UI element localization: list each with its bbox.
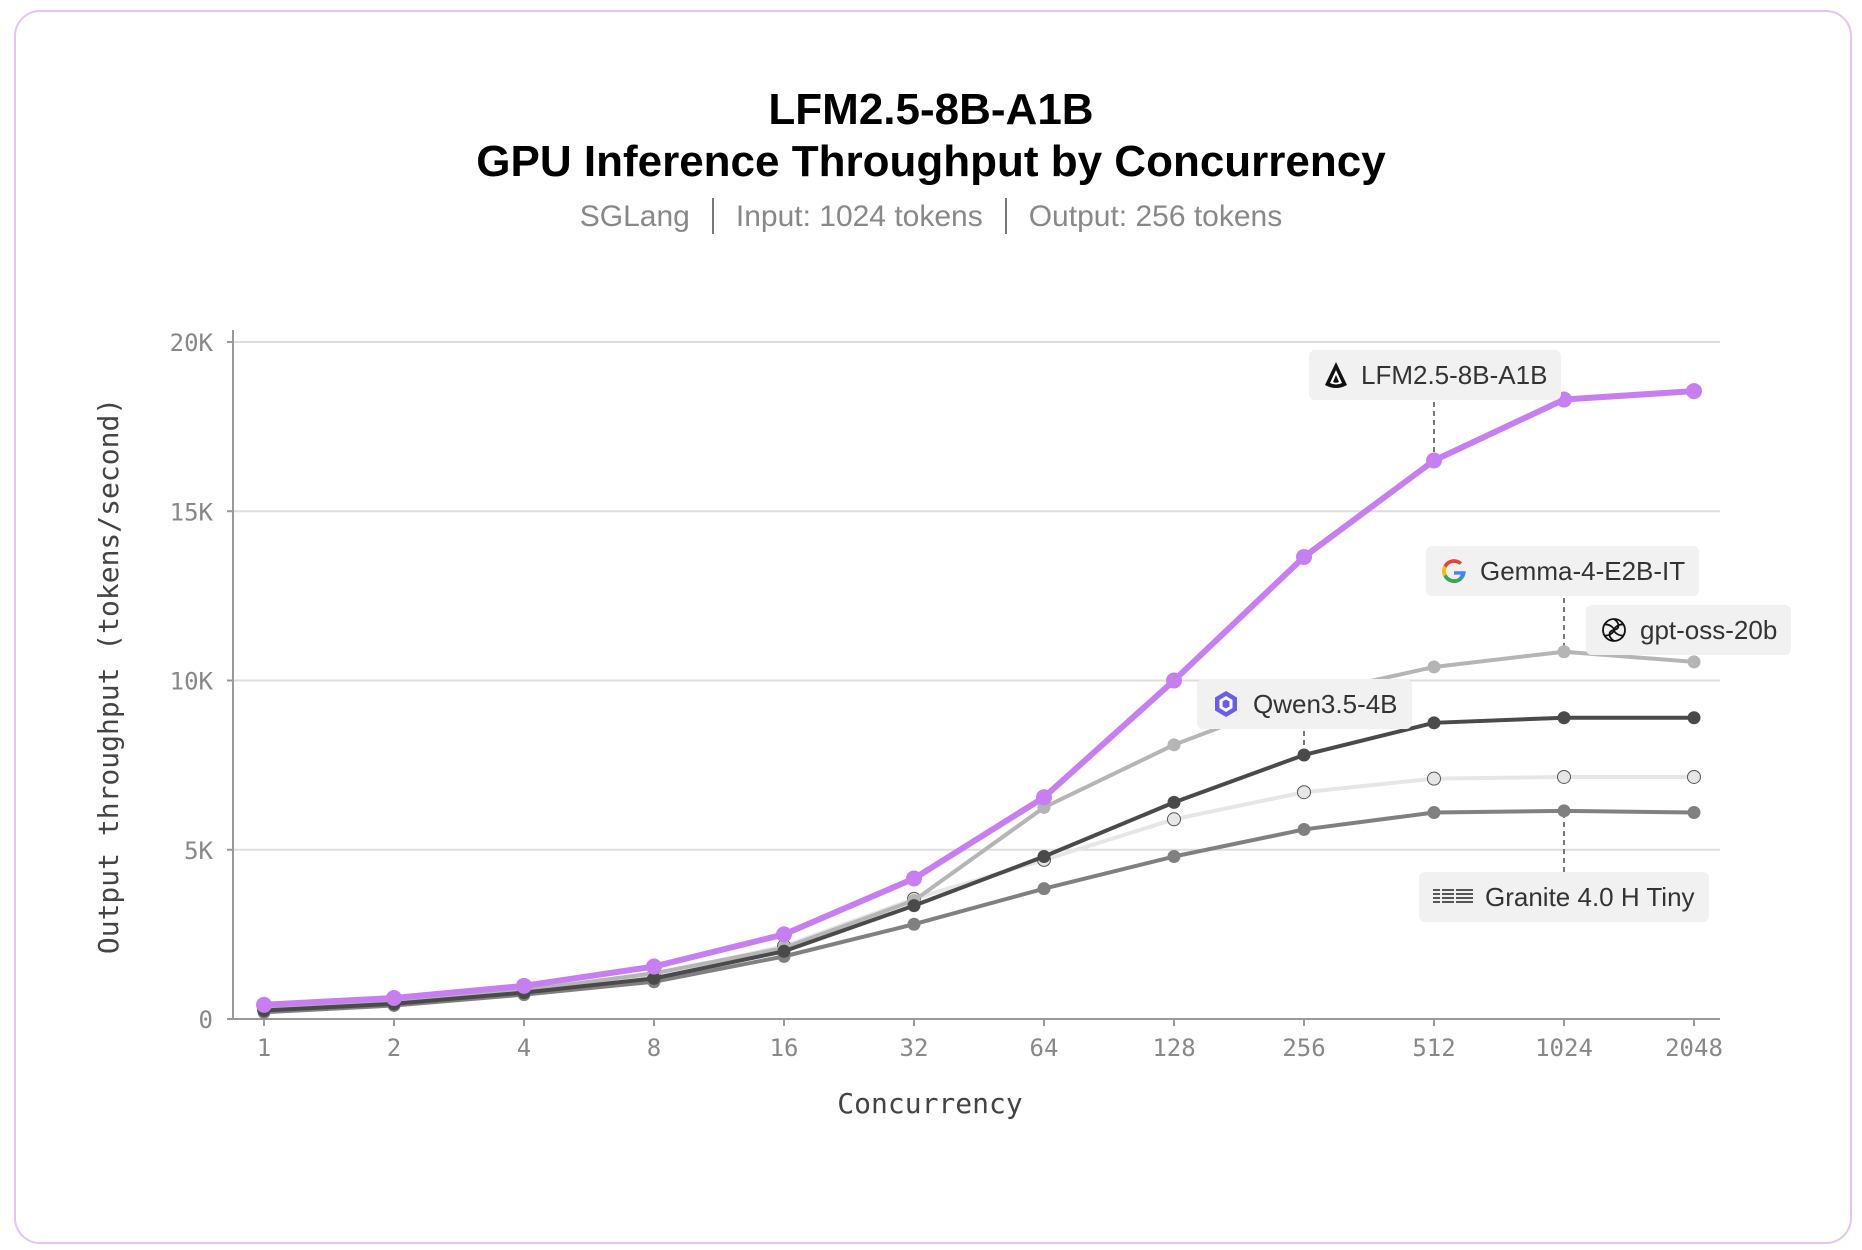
data-point [256,996,272,1013]
subtitle-output: Output: 256 tokens [1028,200,1283,233]
y-tick-label: 15K [170,498,214,526]
data-point [1036,789,1052,806]
x-axis-title: Concurrency [837,1087,1022,1120]
annotation-qwen: Qwen3.5-4B [1197,679,1412,729]
annotation-gemma-text: Gemma-4-E2B-IT [1480,555,1686,586]
series-lfm2-5-8b-a1b [256,383,1702,1013]
x-tick-label: 2 [387,1034,401,1062]
data-point [647,971,661,985]
x-tick-label: 2048 [1665,1034,1723,1062]
data-point [1687,769,1701,784]
data-point [1687,655,1701,669]
data-point [1167,812,1181,827]
chart-title-line1: LFM2.5-8B-A1B [768,85,1094,134]
x-tick-label: 4 [517,1034,531,1062]
annotation-gpt-oss-text: gpt-oss-20b [1640,614,1778,645]
x-tick-label: 256 [1282,1034,1325,1062]
data-point [1557,711,1571,725]
data-point [1427,771,1441,786]
x-tick-label: 1 [257,1034,271,1062]
data-point [1427,806,1441,820]
x-tick-label: 64 [1030,1034,1059,1062]
data-point [907,899,921,913]
data-point [1426,452,1442,469]
x-tick-labels: 1 2 4 8 16 32 64 128 256 512 1024 2048 [257,1019,1723,1062]
data-point [1427,716,1441,730]
chart-title-line2: GPU Inference Throughput by Concurrency [476,137,1386,186]
data-point [1557,804,1571,818]
chart-header: LFM2.5-8B-A1B GPU Inference Throughput b… [0,84,1862,236]
data-point [907,917,921,931]
series-line [262,715,1696,1013]
annotation-gpt-oss: gpt-oss-20b [1586,605,1792,655]
data-point [777,944,791,958]
y-axis-title: Output throughput (tokens/second) [92,398,125,954]
ibm-logo-icon [1433,887,1473,907]
data-point [1687,711,1701,725]
annotation-lfm-text: LFM2.5-8B-A1B [1361,359,1548,390]
annotation-lfm: LFM2.5-8B-A1B [1309,350,1562,400]
x-tick-label: 1024 [1535,1034,1593,1062]
data-point [1297,748,1311,762]
google-g-icon [1440,557,1468,585]
data-point [1557,645,1571,659]
data-point [646,958,662,975]
x-tick-label: 128 [1152,1034,1195,1062]
x-tick-label: 32 [900,1034,929,1062]
x-tick-label: 512 [1412,1034,1455,1062]
data-point [1557,769,1571,784]
x-tick-label: 8 [647,1034,661,1062]
annotation-granite-text: Granite 4.0 H Tiny [1485,881,1695,912]
subtitle-separator [711,198,714,235]
chart-card [14,10,1852,1244]
annotation-granite: Granite 4.0 H Tiny [1419,872,1709,922]
data-point [386,990,402,1007]
data-point [1037,882,1051,896]
subtitle-input: Input: 1024 tokens [735,200,983,233]
subtitle-separator [1004,198,1007,235]
liquid-drop-icon [1323,361,1349,389]
y-tick-labels: 0 5K 10K 15K 20K [170,329,233,1034]
chart-subtitle: SGLang Input: 1024 tokens Output: 256 toke… [0,198,1862,236]
y-tick-label: 0 [199,1006,213,1034]
series-lines [256,383,1702,1019]
axes [232,330,1720,1020]
y-tick-label: 5K [184,837,213,865]
data-point [516,977,532,994]
series-line [261,388,1697,1008]
data-point [1037,850,1051,864]
openai-knot-icon [1600,616,1628,644]
gridlines [233,341,1720,851]
annotation-qwen-text: Qwen3.5-4B [1253,688,1398,719]
data-point [1686,383,1702,400]
data-point [1687,806,1701,820]
annotation-gemma: Gemma-4-E2B-IT [1426,546,1700,596]
data-point [906,870,922,887]
subtitle-engine: SGLang [579,200,690,233]
y-tick-label: 10K [170,668,214,696]
data-point [1296,548,1312,565]
series-gemma-4-e2b-it [257,645,1701,1016]
data-point [1167,795,1181,809]
data-point [1297,785,1311,800]
data-point [1166,672,1182,689]
series-qwen3-5-4b [257,711,1701,1018]
data-point [1297,822,1311,836]
y-tick-label: 20K [170,329,214,357]
data-point [1167,738,1181,752]
data-point [1427,660,1441,674]
qwen-star-icon [1211,689,1241,719]
x-tick-label: 16 [770,1034,799,1062]
series-line [262,649,1696,1011]
data-point [776,926,792,943]
data-point [1167,850,1181,864]
